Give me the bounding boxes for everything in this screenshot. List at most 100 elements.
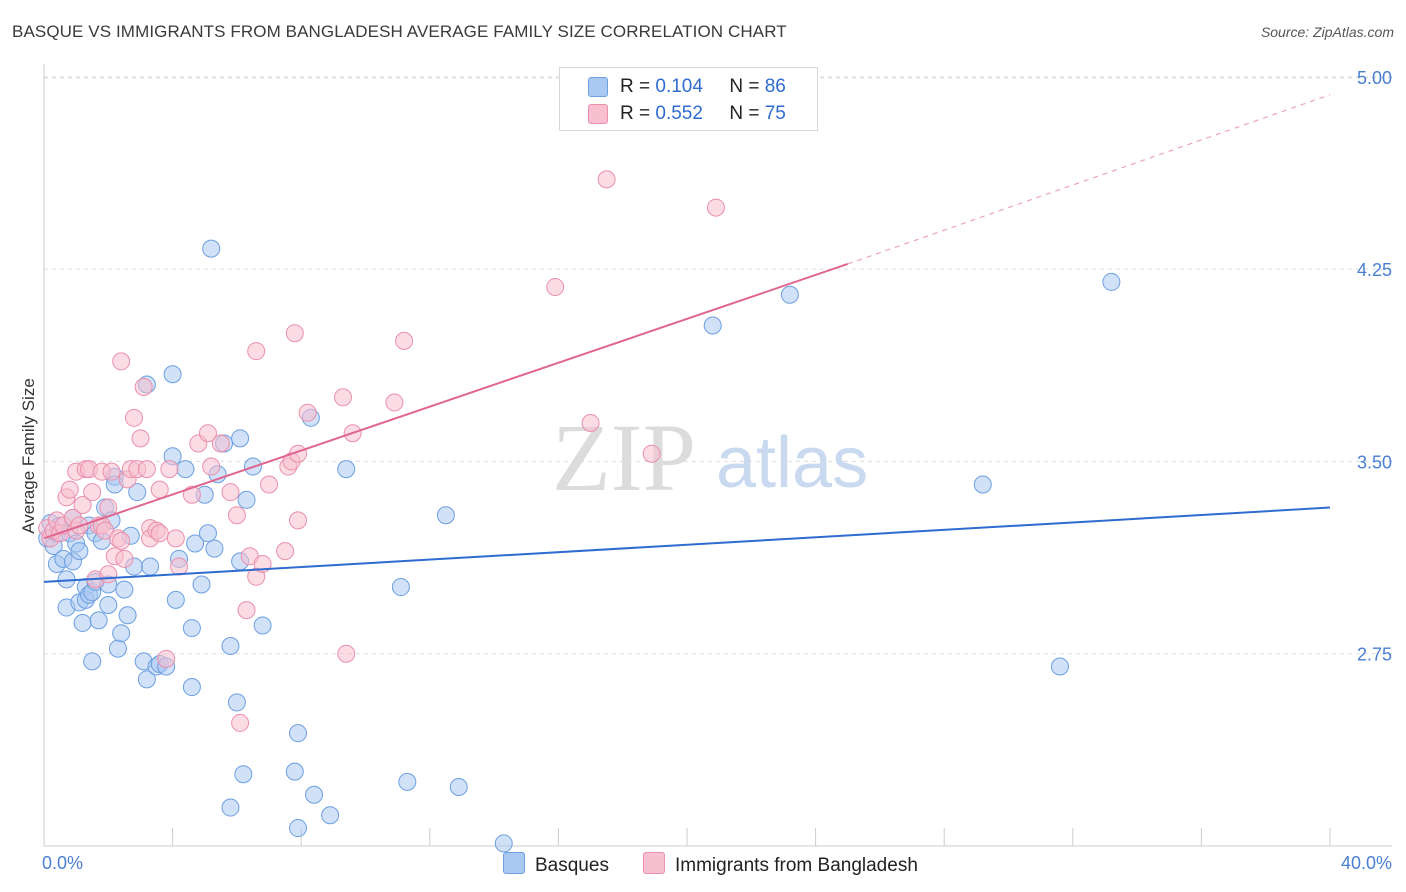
bangladesh-point [131, 429, 150, 448]
bangladesh-point [247, 342, 266, 361]
basques-point [305, 785, 324, 804]
bangladesh-point [102, 462, 121, 481]
basques-point [780, 285, 799, 304]
trend-lines [43, 94, 1331, 583]
basques-point [192, 575, 211, 594]
basques-point [198, 524, 217, 543]
basques-point [337, 460, 356, 479]
x-tick-label: 0.0% [42, 853, 83, 873]
bangladesh-point [115, 549, 134, 568]
basques-point [494, 834, 513, 853]
legend-n-value: 86 [764, 76, 786, 97]
bottom-legend-basques: Basques [503, 852, 609, 877]
bangladesh-point [150, 480, 169, 499]
bottom-legend-label-basques: Basques [535, 855, 609, 876]
basques-point [115, 580, 134, 599]
legend-r-label: R = [620, 76, 651, 97]
bangladesh-point [227, 506, 246, 525]
legend-r-label: R = [620, 103, 651, 124]
basques-point [128, 483, 147, 502]
legend-n-value: 75 [764, 103, 786, 124]
bangladesh-point [137, 460, 156, 479]
bangladesh-point [73, 495, 92, 514]
bangladesh-point [150, 524, 169, 543]
correlation-legend: R = 0.104 N = 86 R = 0.552 N = 75 [559, 67, 818, 131]
legend-swatch-blue [588, 77, 608, 97]
bangladesh-point [642, 444, 661, 463]
basques-point [99, 595, 118, 614]
basques-point [237, 490, 256, 509]
basques-point [141, 557, 160, 576]
bangladesh-point [112, 352, 131, 371]
bangladesh-trend-extension [847, 94, 1331, 265]
basques-point [436, 506, 455, 525]
chart-title: BASQUE VS IMMIGRANTS FROM BANGLADESH AVE… [12, 22, 787, 41]
basques-point [221, 798, 240, 817]
basques-point [83, 652, 102, 671]
bangladesh-point [202, 457, 221, 476]
basques-point [112, 624, 131, 643]
basques-point [449, 778, 468, 797]
bangladesh-point [182, 485, 201, 504]
bangladesh-point [706, 198, 725, 217]
tick-labels: 2.75 3.50 4.25 5.00 0.0% 40.0% [42, 68, 1392, 873]
bangladesh-point [285, 324, 304, 343]
bangladesh-point [125, 408, 144, 427]
bangladesh-point [237, 601, 256, 620]
y-tick-label: 3.50 [1357, 452, 1392, 472]
basques-point [234, 765, 253, 784]
basques-point [1102, 272, 1121, 291]
bangladesh-point [385, 393, 404, 412]
legend-r-value: 0.552 [655, 103, 703, 124]
basques-point [163, 365, 182, 384]
basques-point [118, 606, 137, 625]
basques-point [70, 542, 89, 561]
bangladesh-trend-line [43, 263, 849, 540]
series-basques-points [38, 239, 1121, 853]
bangladesh-point [134, 378, 153, 397]
basques-point [1050, 657, 1069, 676]
bangladesh-point [198, 424, 217, 443]
bottom-legend-bangladesh: Immigrants from Bangladesh [643, 852, 918, 877]
basques-point [703, 316, 722, 335]
bangladesh-point [260, 475, 279, 494]
legend-r-value: 0.104 [655, 76, 703, 97]
bangladesh-point [166, 529, 185, 548]
y-tick-label: 2.75 [1357, 645, 1392, 665]
basques-point [227, 693, 246, 712]
basques-point [176, 460, 195, 479]
basques-point [108, 639, 127, 658]
bangladesh-point [211, 434, 230, 453]
bangladesh-point [99, 565, 118, 584]
basques-point [321, 806, 340, 825]
basques-point [182, 619, 201, 638]
series-bangladesh-points [38, 170, 725, 732]
bangladesh-point [157, 649, 176, 668]
legend-swatch-pink [588, 104, 608, 124]
bangladesh-point [597, 170, 616, 189]
y-tick-label: 4.25 [1357, 260, 1392, 280]
basques-point [288, 819, 307, 838]
basques-point [186, 534, 205, 553]
bangladesh-point [160, 460, 179, 479]
basques-point [391, 578, 410, 597]
basques-point [253, 616, 272, 635]
basques-point [231, 429, 250, 448]
bangladesh-point [337, 644, 356, 663]
basques-point [202, 239, 221, 258]
basques-point [73, 613, 92, 632]
legend-n-label: N = [729, 103, 760, 124]
basques-point [166, 590, 185, 609]
y-axis-label: Average Family Size [19, 378, 38, 534]
legend-n-label: N = [729, 76, 760, 97]
basques-point [398, 772, 417, 791]
basques-trend-line [43, 506, 1331, 583]
bottom-legend-swatch-blue [503, 852, 525, 874]
watermark-zip: ZIP [552, 404, 696, 511]
bottom-legend-swatch-pink [643, 852, 665, 874]
basques-point [89, 611, 108, 630]
basques-point [285, 762, 304, 781]
basques-point [973, 475, 992, 494]
bangladesh-point [333, 388, 352, 407]
